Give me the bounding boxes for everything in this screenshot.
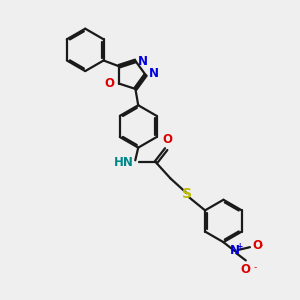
Text: HN: HN — [114, 156, 134, 169]
Text: -: - — [259, 242, 262, 250]
Text: -: - — [253, 263, 256, 272]
Text: N: N — [138, 55, 148, 68]
Text: O: O — [252, 239, 262, 253]
Text: N: N — [230, 244, 240, 257]
Text: O: O — [104, 77, 115, 90]
Text: N: N — [149, 67, 159, 80]
Text: O: O — [163, 133, 173, 146]
Text: S: S — [182, 187, 192, 201]
Text: +: + — [236, 242, 242, 251]
Text: O: O — [241, 263, 251, 276]
